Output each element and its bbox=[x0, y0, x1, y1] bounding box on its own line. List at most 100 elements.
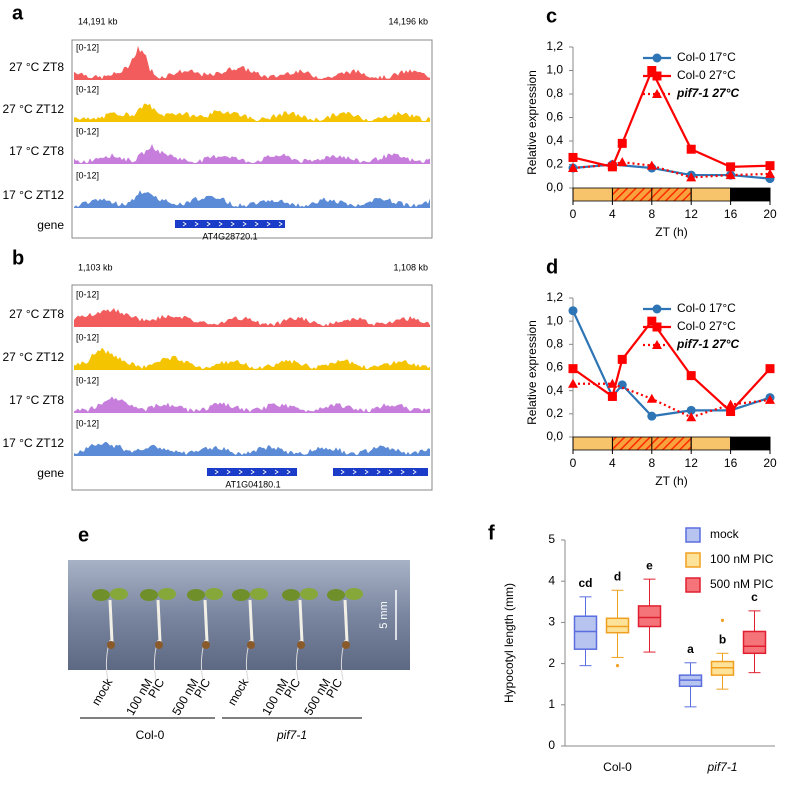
leaf bbox=[282, 589, 300, 601]
stem bbox=[108, 599, 114, 643]
y-tick-label: 0,2 bbox=[546, 406, 563, 420]
intron-arrow bbox=[376, 469, 381, 475]
x-tick-label: 0 bbox=[570, 456, 577, 470]
track-label: 27 °C ZT12 bbox=[3, 350, 65, 364]
point bbox=[617, 138, 627, 148]
point bbox=[725, 399, 736, 409]
light-period bbox=[730, 187, 771, 202]
seed bbox=[342, 641, 350, 649]
panel-letter: c bbox=[546, 5, 557, 27]
intron-arrow bbox=[254, 221, 259, 227]
point bbox=[568, 364, 578, 374]
seed bbox=[155, 641, 163, 649]
track-label: 17 °C ZT12 bbox=[3, 436, 65, 450]
leaf bbox=[327, 589, 345, 601]
track-scale: [0-12] bbox=[76, 126, 99, 136]
x-tick-label: Col-0 bbox=[603, 760, 632, 774]
light-period bbox=[572, 436, 613, 451]
seed bbox=[202, 641, 210, 649]
x-tick-label: 8 bbox=[648, 456, 655, 470]
intron-arrow bbox=[278, 221, 283, 227]
point bbox=[686, 412, 697, 422]
y-tick-label: 5 bbox=[548, 532, 555, 546]
legend-marker bbox=[652, 53, 662, 63]
group-letter: c bbox=[751, 590, 758, 604]
panel-letter: f bbox=[488, 522, 495, 544]
track-label: 17 °C ZT12 bbox=[3, 188, 65, 202]
coverage-track bbox=[74, 45, 430, 80]
coverage-track bbox=[74, 144, 430, 164]
x-tick-label: 4 bbox=[609, 456, 616, 470]
group-label: pif7-1 bbox=[276, 728, 307, 742]
legend-label: Col-0 17°C bbox=[677, 301, 736, 315]
point bbox=[568, 306, 578, 316]
legend-label: Col-0 27°C bbox=[677, 68, 736, 82]
gene-name: AT1G04180.1 bbox=[225, 479, 280, 489]
point bbox=[686, 371, 696, 381]
coverage-track bbox=[74, 441, 430, 456]
point bbox=[686, 172, 697, 182]
leaf bbox=[205, 588, 223, 600]
track-label: 17 °C ZT8 bbox=[9, 393, 64, 407]
x-tick-label: 20 bbox=[763, 207, 777, 221]
y-tick-label: 0,6 bbox=[546, 360, 563, 374]
y-axis-label: Hypocotyl length (mm) bbox=[502, 583, 516, 703]
sample-label: mock bbox=[89, 675, 116, 708]
coordinate: 14,196 kb bbox=[388, 16, 428, 26]
group-letter: b bbox=[719, 632, 726, 646]
light-period bbox=[730, 436, 771, 451]
legend-label: 500 nM PIC bbox=[710, 577, 774, 591]
legend-marker bbox=[652, 322, 662, 332]
x-axis-label: ZT (h) bbox=[655, 474, 687, 488]
coverage-track bbox=[74, 103, 430, 122]
series-line bbox=[572, 319, 771, 414]
x-axis-label: ZT (h) bbox=[655, 225, 687, 239]
x-tick-label: 12 bbox=[685, 456, 699, 470]
scale-label: 5 mm bbox=[378, 601, 390, 629]
legend-marker bbox=[652, 340, 662, 349]
point bbox=[765, 364, 775, 374]
y-tick-label: 0,0 bbox=[546, 429, 563, 443]
coverage-track bbox=[74, 190, 430, 208]
intron-arrow bbox=[218, 221, 223, 227]
group-letter: cd bbox=[578, 576, 592, 590]
y-axis-label: Relative expression bbox=[525, 320, 539, 425]
legend-label: 100 nM PIC bbox=[710, 552, 774, 566]
intron-arrow bbox=[206, 221, 211, 227]
intron-arrow bbox=[400, 469, 405, 475]
gene-exon bbox=[207, 468, 297, 476]
track-label: 17 °C ZT8 bbox=[9, 144, 64, 158]
legend-marker bbox=[652, 89, 662, 98]
seedlings bbox=[92, 588, 363, 681]
stem bbox=[248, 599, 254, 643]
intron-arrow bbox=[364, 469, 369, 475]
intron-arrow bbox=[230, 221, 235, 227]
light-period bbox=[690, 436, 732, 451]
intron-arrow bbox=[286, 469, 291, 475]
track-label: 27 °C ZT12 bbox=[3, 102, 65, 116]
box bbox=[573, 615, 598, 650]
leaf bbox=[110, 588, 128, 600]
track-scale: [0-12] bbox=[76, 375, 99, 385]
panel-letter: b bbox=[12, 247, 24, 269]
x-tick-label: 4 bbox=[609, 207, 616, 221]
legend-label: Col-0 27°C bbox=[677, 319, 736, 333]
intron-arrow bbox=[412, 469, 417, 475]
point bbox=[725, 170, 736, 180]
seed bbox=[107, 641, 115, 649]
light-period bbox=[572, 187, 613, 202]
y-axis-label: Relative expression bbox=[525, 70, 539, 175]
y-tick-label: 4 bbox=[548, 573, 555, 587]
point bbox=[568, 163, 578, 173]
legend-label: pif7-1 27°C bbox=[676, 86, 739, 100]
point bbox=[568, 152, 578, 162]
y-tick-label: 0,2 bbox=[546, 157, 563, 171]
x-tick-label: 20 bbox=[763, 456, 777, 470]
leaf bbox=[300, 588, 318, 600]
leaf bbox=[92, 589, 110, 601]
seed bbox=[297, 641, 305, 649]
intron-arrow bbox=[226, 469, 231, 475]
intron-arrow bbox=[388, 469, 393, 475]
group-label: Col-0 bbox=[136, 728, 165, 742]
group-letter: a bbox=[687, 642, 694, 656]
